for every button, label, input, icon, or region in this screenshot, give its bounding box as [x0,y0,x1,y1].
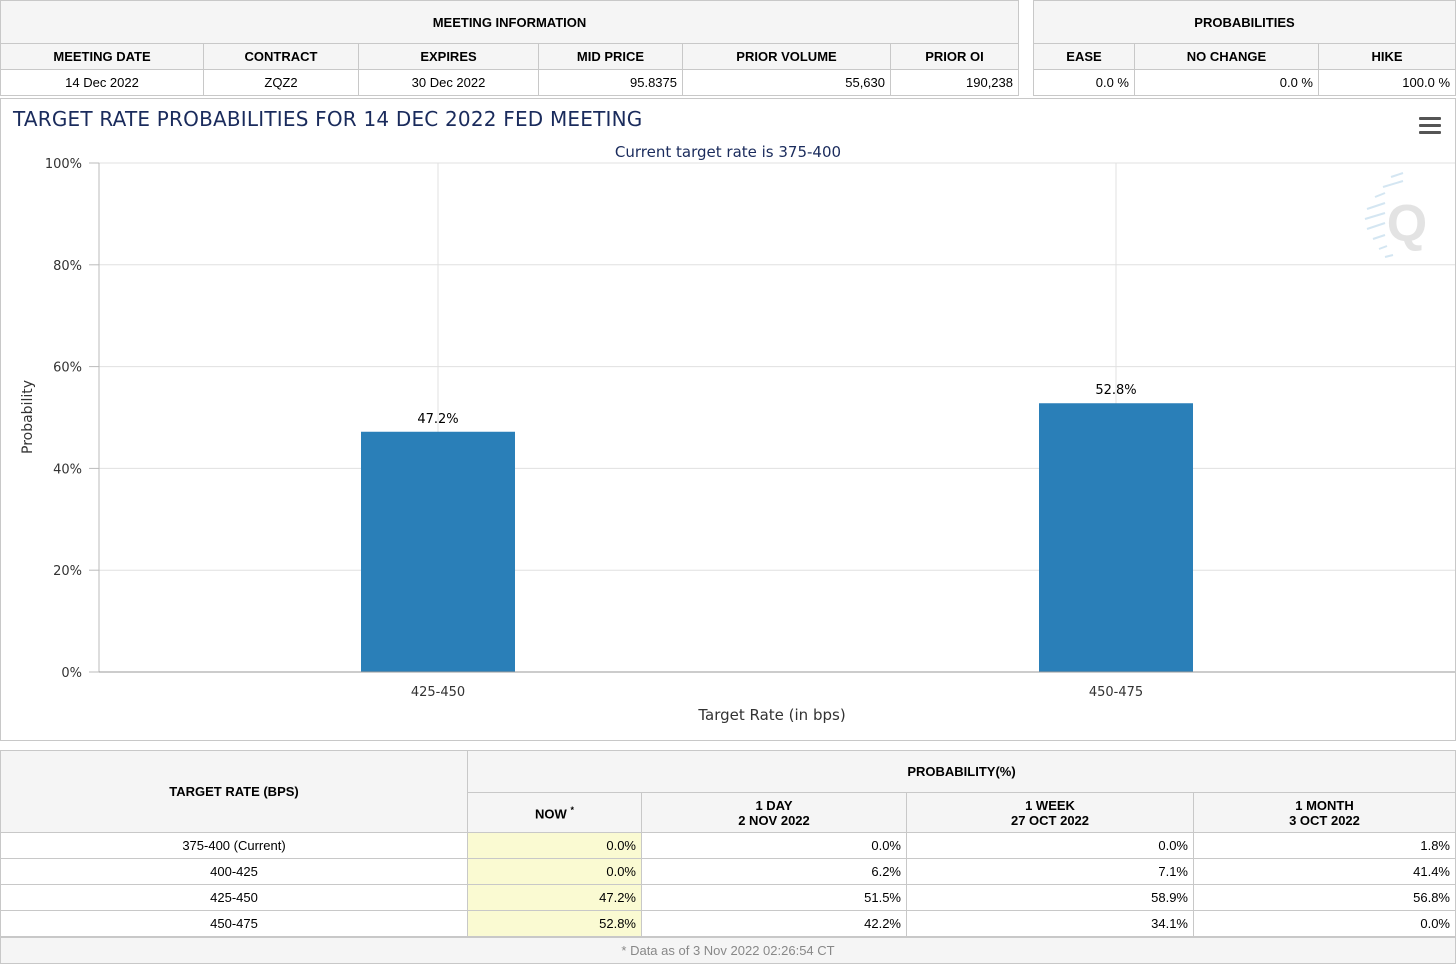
col-prior-oi: PRIOR OI [890,43,1019,70]
chart-subtitle: Current target rate is 375-400 [615,143,841,161]
x-tick-label: 450-475 [1089,685,1143,700]
month-cell: 1.8% [1193,832,1456,859]
week-cell: 7.1% [906,858,1194,885]
day-cell: 6.2% [641,858,907,885]
bar-data-label: 47.2% [417,412,458,427]
y-tick-label: 100% [45,157,82,172]
table-row: 375-400 (Current) 0.0% 0.0% 0.0% 1.8% [0,832,1456,859]
rate-cell: 400-425 [0,858,468,885]
table-row: 425-450 47.2% 51.5% 58.9% 56.8% [0,884,1456,911]
meeting-info-header: MEETING INFORMATION [0,0,1019,44]
week-cell: 34.1% [906,910,1194,937]
col-hike: HIKE [1318,43,1456,70]
bar-data-label: 52.8% [1095,383,1136,398]
y-tick-label: 80% [53,259,82,274]
y-tick-label: 40% [53,462,82,477]
expires-value: 30 Dec 2022 [358,69,539,96]
hike-value: 100.0 % [1318,69,1456,96]
now-cell: 52.8% [467,910,642,937]
day-cell: 42.2% [641,910,907,937]
month-cell: 0.0% [1193,910,1456,937]
y-tick-label: 60% [53,361,82,376]
y-tick-label: 20% [53,564,82,579]
ease-value: 0.0 % [1033,69,1135,96]
rate-cell: 425-450 [0,884,468,911]
rate-cell: 375-400 (Current) [0,832,468,859]
col-mid-price: MID PRICE [538,43,683,70]
day-cell: 0.0% [641,832,907,859]
probability-bar-chart: 0% 20% 40% 60% 80% 100% 47.2% 425-450 52.8% 450-4… [20,143,1455,724]
one-week-header: 1 WEEK 27 OCT 2022 [906,792,1194,833]
month-cell: 41.4% [1193,858,1456,885]
col-expires: EXPIRES [358,43,539,70]
contract-value: ZQZ2 [203,69,359,96]
table-row: 400-425 0.0% 6.2% 7.1% 41.4% [0,858,1456,885]
y-tick-label: 0% [61,666,82,681]
q-logo-watermark-icon: Q [1364,172,1427,258]
chart-panel: 0% 20% 40% 60% 80% 100% 47.2% 425-450 52.8% 450-4… [0,98,1456,741]
chart-title: TARGET RATE PROBABILITIES FOR 14 DEC 202… [13,107,643,131]
meeting-info-table: MEETING INFORMATION MEETING DATE CONTRAC… [0,0,1019,96]
week-cell: 0.0% [906,832,1194,859]
meeting-date-value: 14 Dec 2022 [0,69,204,96]
now-cell: 47.2% [467,884,642,911]
hamburger-menu-icon[interactable] [1419,117,1441,135]
bar-425-450 [361,431,515,672]
y-axis-title: Probability [20,380,36,454]
no-change-value: 0.0 % [1134,69,1319,96]
one-day-header: 1 DAY 2 NOV 2022 [641,792,907,833]
one-month-header: 1 MONTH 3 OCT 2022 [1193,792,1456,833]
now-footnote-mark: * [570,805,574,816]
probability-header: PROBABILITY(%) [467,750,1456,793]
probabilities-header: PROBABILITIES [1033,0,1456,44]
target-rate-header: TARGET RATE (BPS) [0,750,468,833]
data-timestamp-footnote: * Data as of 3 Nov 2022 02:26:54 CT [0,937,1456,964]
col-prior-volume: PRIOR VOLUME [682,43,891,70]
month-cell: 56.8% [1193,884,1456,911]
svg-text:Q: Q [1387,195,1427,253]
now-cell: 0.0% [467,832,642,859]
target-rate-table: TARGET RATE (BPS) PROBABILITY(%) NOW * 1… [0,750,1456,937]
col-meeting-date: MEETING DATE [0,43,204,70]
col-no-change: NO CHANGE [1134,43,1319,70]
x-tick-label: 425-450 [411,685,465,700]
mid-price-value: 95.8375 [538,69,683,96]
prior-volume-value: 55,630 [682,69,891,96]
week-cell: 58.9% [906,884,1194,911]
probabilities-table: PROBABILITIES EASE NO CHANGE HIKE 0.0 % … [1033,0,1456,96]
col-ease: EASE [1033,43,1135,70]
prior-oi-value: 190,238 [890,69,1019,96]
day-cell: 51.5% [641,884,907,911]
table-row: 450-475 52.8% 42.2% 34.1% 0.0% [0,910,1456,937]
rate-cell: 450-475 [0,910,468,937]
bar-450-475 [1039,403,1193,672]
now-header: NOW * [467,792,642,833]
now-cell: 0.0% [467,858,642,885]
x-axis-title: Target Rate (in bps) [697,706,845,724]
col-contract: CONTRACT [203,43,359,70]
